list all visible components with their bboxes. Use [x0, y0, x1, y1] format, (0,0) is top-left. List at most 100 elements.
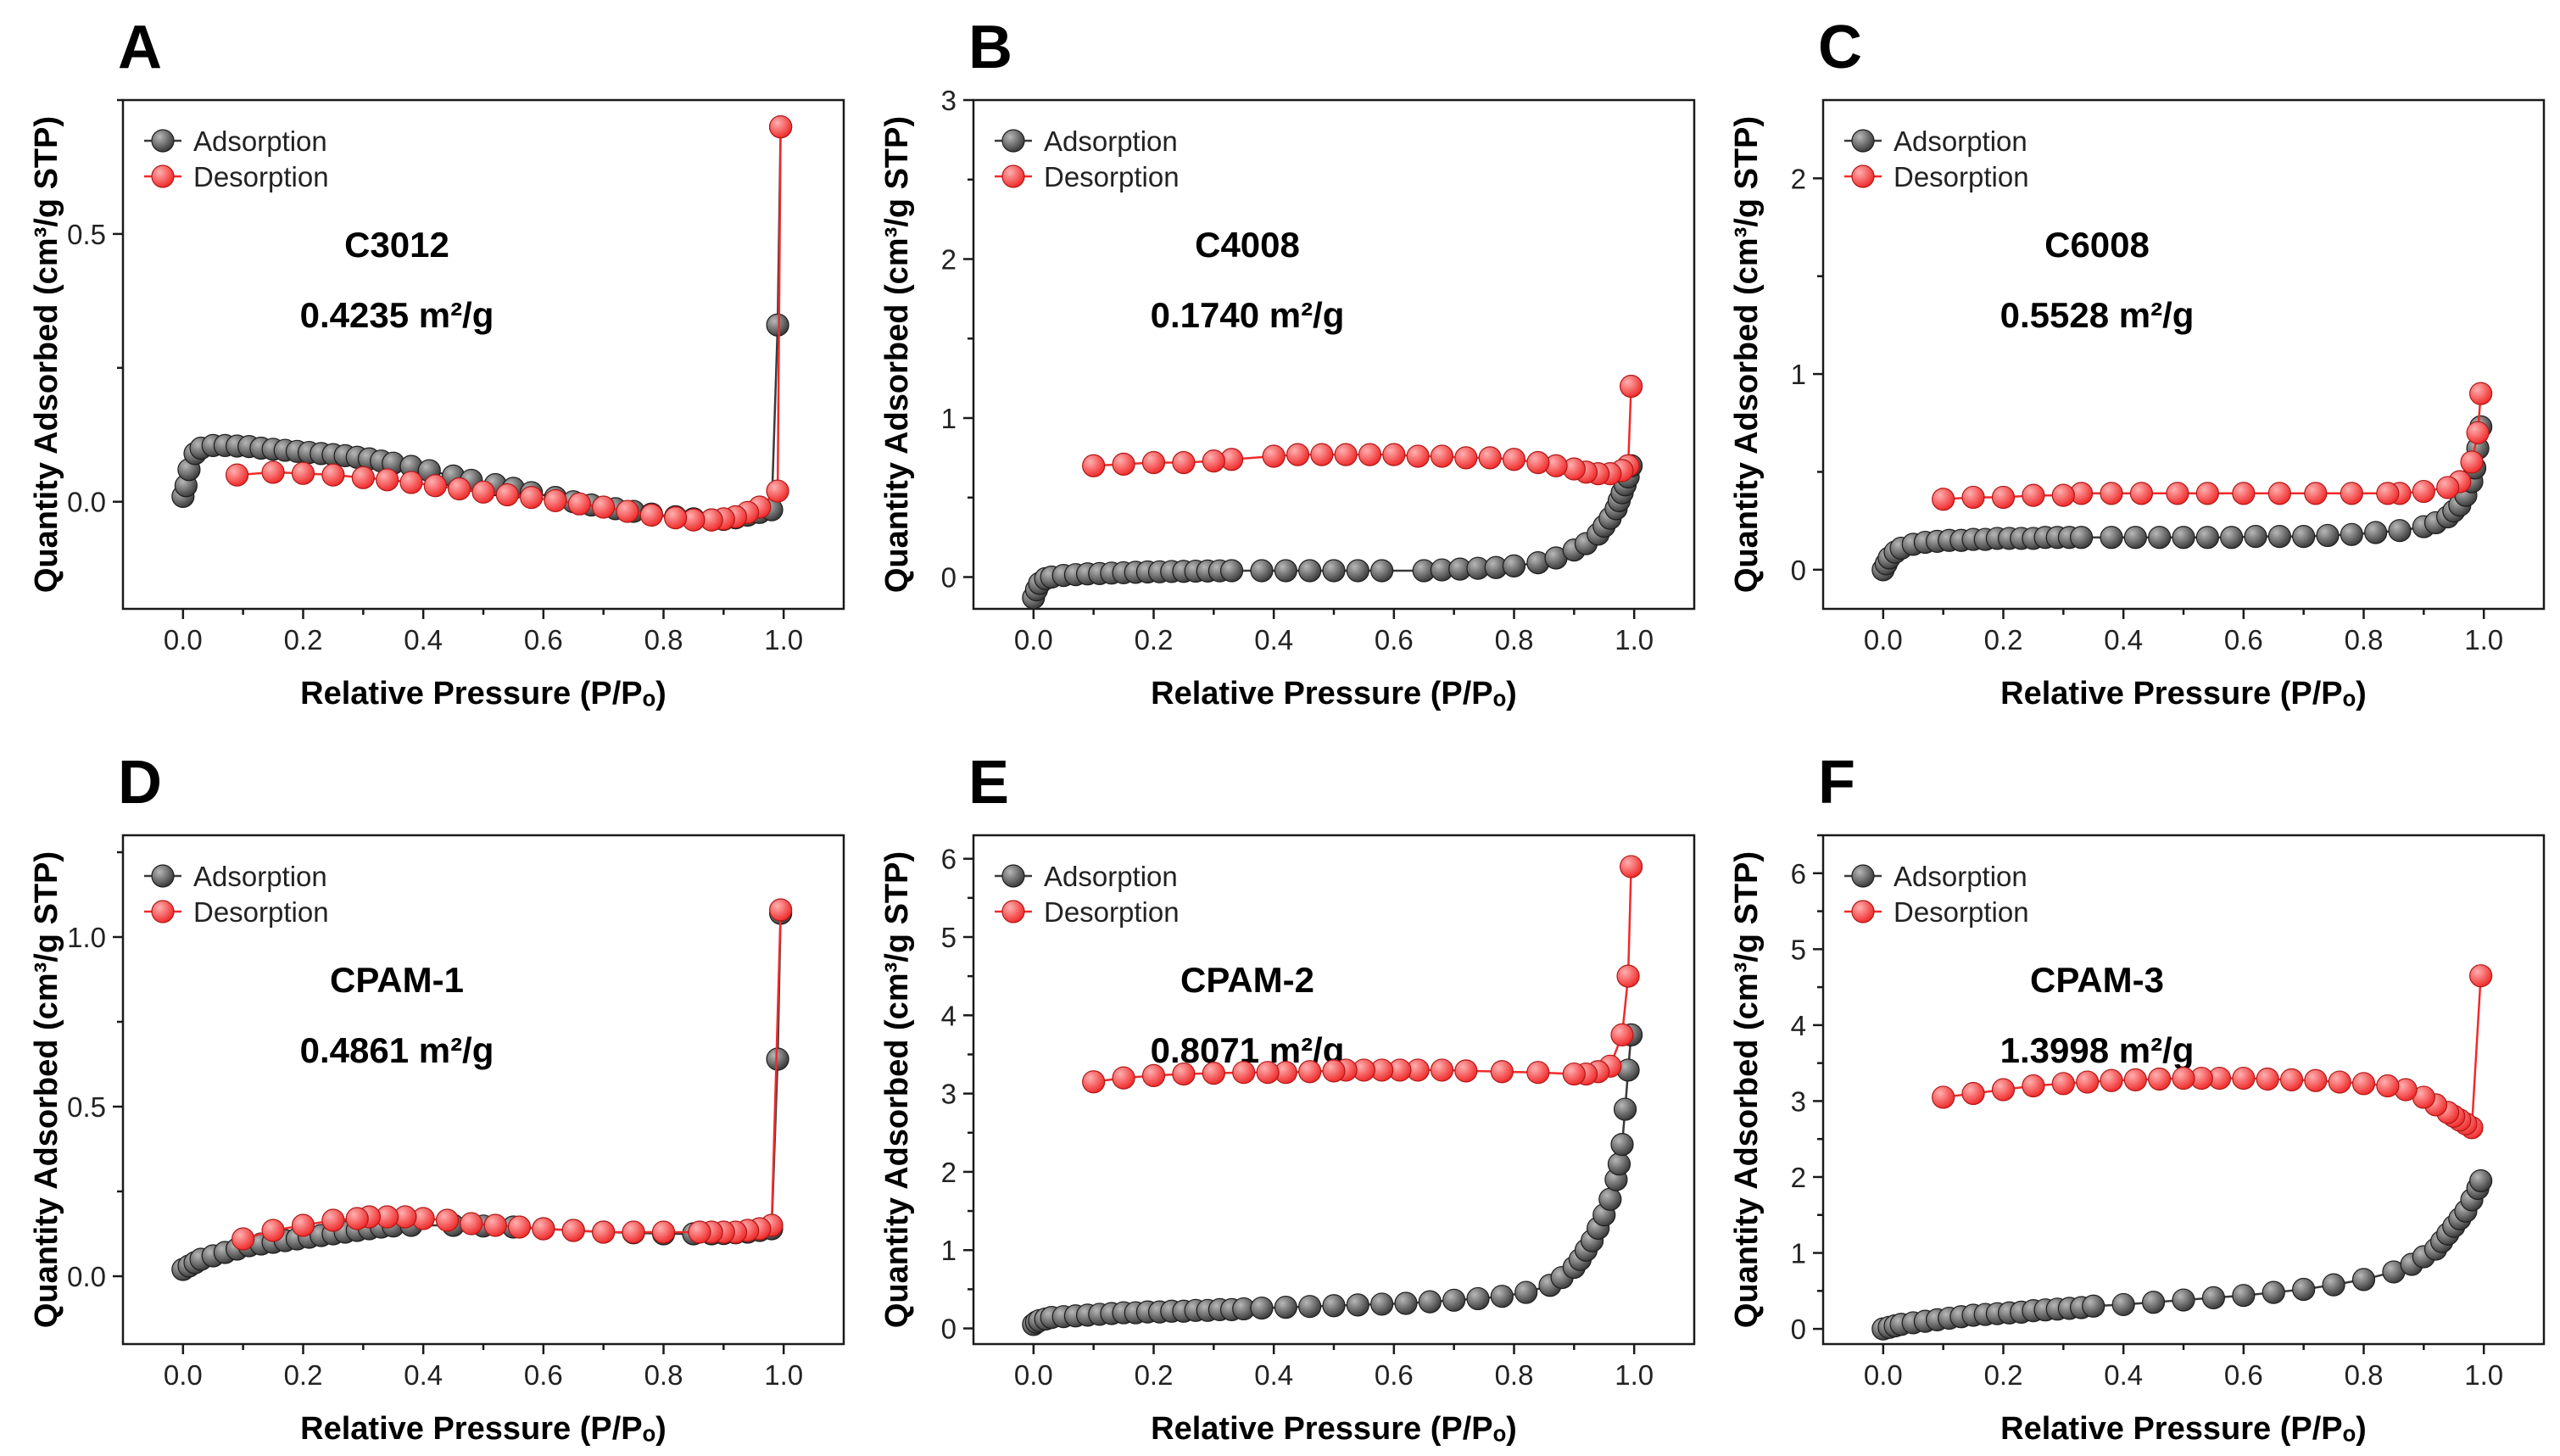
point-des	[1202, 449, 1225, 473]
x-tick-label: 0.2	[284, 624, 323, 655]
series-group	[1022, 374, 1643, 609]
x-tick-label: 0.0	[1864, 624, 1903, 655]
point-des	[351, 466, 375, 489]
point-des	[1082, 1070, 1106, 1094]
y-tick-label: 1	[1791, 359, 1806, 390]
point-des	[1961, 1081, 1985, 1106]
y-axis-label: Quantity Adsorbed (cm³/g STP)	[29, 851, 64, 1328]
point-des	[1406, 444, 1430, 468]
point-des	[2051, 1072, 2075, 1096]
point-des	[2376, 1074, 2400, 1098]
point-des	[567, 492, 591, 516]
point-ads	[2292, 1277, 2316, 1302]
x-tick-label: 1.0	[1615, 624, 1654, 655]
x-tick-label: 0.0	[1014, 624, 1053, 655]
x-tick-label: 0.2	[1135, 624, 1174, 655]
point-des	[1454, 1059, 1478, 1083]
point-des	[2469, 964, 2493, 988]
point-des	[1454, 446, 1478, 470]
point-des	[532, 1217, 555, 1241]
surface-area-value: 1.3998 m²/g	[2000, 1030, 2195, 1070]
point-ads	[2148, 526, 2172, 549]
point-ads	[1250, 1296, 1274, 1320]
point-des	[2460, 450, 2484, 474]
panel-F: F 0.0 0.2 0.4 0.6 0.8 1.0 0 1 2 3 4 5 6 Relative Press…	[1729, 749, 2546, 1447]
legend-marker-desorption	[151, 165, 175, 188]
y-tick-label: 5	[941, 922, 957, 953]
x-axis-label: Relative Pressure (P/Pₒ)	[2000, 1411, 2367, 1447]
point-ads	[1298, 1295, 1322, 1319]
x-tick-label: 0.2	[284, 1359, 323, 1391]
x-tick-label: 0.6	[1375, 1359, 1414, 1391]
point-des	[261, 1219, 285, 1242]
legend-label-desorption: Desorption	[1894, 896, 2029, 928]
point-ads	[2244, 525, 2267, 549]
x-axis-label: Relative Pressure (P/Pₒ)	[300, 676, 666, 711]
point-des	[1991, 1078, 2016, 1102]
point-des	[1490, 1060, 1514, 1084]
legend-label-desorption: Desorption	[1044, 161, 1180, 192]
point-ads	[1514, 1280, 1538, 1304]
point-ads	[2364, 521, 2388, 544]
point-ads	[1346, 559, 1369, 583]
point-des	[1286, 443, 1310, 466]
legend-marker-adsorption	[1851, 864, 1875, 888]
legend-label-adsorption: Adsorption	[1894, 126, 2027, 157]
point-des	[2256, 1067, 2279, 1091]
point-des	[507, 1215, 532, 1239]
series-group	[1871, 382, 2493, 582]
point-des	[231, 1227, 255, 1251]
x-tick-label: 0.6	[2224, 624, 2263, 655]
x-axis-label: Relative Pressure (P/Pₒ)	[1151, 676, 1517, 711]
point-des	[1478, 446, 1502, 470]
x-tick-label: 0.8	[644, 624, 683, 655]
x-tick-label: 1.0	[764, 624, 803, 655]
point-des	[1961, 485, 1985, 510]
point-des	[2376, 482, 2400, 505]
y-tick-label: 3	[941, 85, 957, 116]
point-des	[1526, 450, 1550, 475]
point-des	[1202, 1062, 1225, 1085]
point-des	[2469, 382, 2493, 405]
point-des	[766, 479, 789, 503]
panel-letter: F	[1818, 749, 1855, 817]
y-axis-label: Quantity Adsorbed (cm³/g STP)	[879, 116, 915, 593]
point-des	[483, 1213, 507, 1237]
point-des	[495, 483, 519, 507]
point-des	[471, 480, 495, 504]
point-ads	[1598, 1187, 1622, 1211]
y-tick-label: 1	[941, 1235, 957, 1266]
point-des	[544, 488, 567, 513]
point-des	[2267, 482, 2291, 505]
point-ads	[1274, 559, 1297, 583]
y-tick-label: 6	[1791, 858, 1806, 890]
point-des	[460, 1212, 483, 1236]
point-ads	[2340, 522, 2363, 546]
point-des	[2148, 1067, 2172, 1091]
point-ads	[1418, 1290, 1442, 1314]
point-des	[592, 495, 616, 519]
point-des	[2129, 482, 2154, 505]
x-axis-label: Relative Pressure (P/Pₒ)	[300, 1411, 666, 1447]
point-des	[622, 1220, 645, 1244]
point-des	[1502, 448, 1526, 471]
point-des	[321, 463, 345, 487]
x-tick-label: 0.4	[2104, 1359, 2143, 1391]
point-ads	[2172, 1288, 2195, 1312]
point-des	[2172, 1066, 2195, 1091]
panel-letter: D	[118, 749, 162, 817]
y-tick-label: 4	[941, 1000, 957, 1031]
x-tick-label: 0.0	[164, 624, 203, 655]
x-tick-label: 1.0	[764, 1359, 803, 1391]
point-des	[2232, 482, 2256, 505]
point-ads	[1610, 1133, 1634, 1157]
surface-area-value: 0.5528 m²/g	[2000, 295, 2195, 335]
y-tick-label: 1.0	[67, 922, 106, 953]
point-des	[1616, 964, 1640, 988]
sample-name: C4008	[1195, 225, 1300, 265]
sample-name: C3012	[344, 225, 449, 265]
point-des	[1526, 1061, 1550, 1085]
point-des	[520, 486, 544, 510]
point-des	[616, 499, 639, 523]
